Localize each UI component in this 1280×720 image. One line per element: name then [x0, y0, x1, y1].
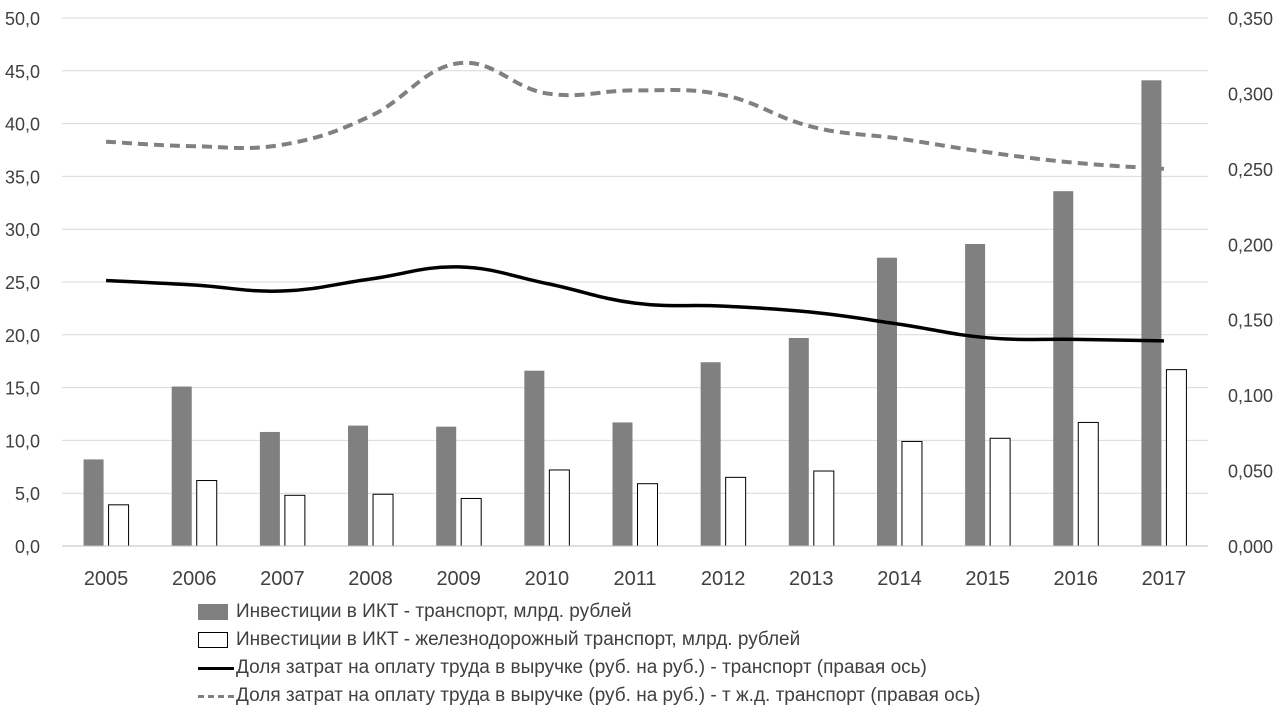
- y-left-tick-label: 20,0: [5, 326, 40, 346]
- y-left-tick-label: 30,0: [5, 220, 40, 240]
- legend-label: Инвестиции в ИКТ - транспорт, млрд. рубл…: [236, 601, 632, 622]
- y-left-tick-label: 15,0: [5, 379, 40, 399]
- line-labor-share-railway: [105, 60, 1165, 171]
- x-tick-label: 2005: [84, 568, 129, 590]
- bar-ict-transport: [1053, 191, 1074, 546]
- y-left-tick-label: 10,0: [5, 431, 40, 451]
- x-tick-label: 2007: [260, 568, 305, 590]
- bar-ict-transport: [171, 386, 192, 546]
- y-left-tick-label: 35,0: [5, 167, 40, 187]
- y-right-tick-label: 0,300: [1228, 84, 1273, 104]
- bar-ict-transport: [876, 257, 897, 546]
- bar-ict-railway: [813, 470, 835, 547]
- x-tick-label: 2015: [965, 568, 1010, 590]
- y-right-tick-label: 0,050: [1228, 462, 1273, 482]
- x-tick-label: 2008: [348, 568, 393, 590]
- x-tick-label: 2016: [1054, 568, 1099, 590]
- y-left-tick-label: 0,0: [15, 537, 40, 557]
- x-tick-label: 2014: [877, 568, 922, 590]
- bar-ict-transport: [612, 422, 633, 546]
- bar-ict-transport: [700, 362, 721, 546]
- bar-ict-transport: [436, 426, 457, 546]
- x-tick-label: 2006: [172, 568, 217, 590]
- y-left-tick-label: 40,0: [5, 115, 40, 135]
- bar-ict-railway: [989, 437, 1011, 547]
- y-left-tick-label: 25,0: [5, 273, 40, 293]
- chart-plot: 0,0 5,0 10,0 15,0 20,0 25,0 30,0 35,0 40,0 45,0 50…: [5, 9, 1273, 590]
- bar-ict-railway: [637, 483, 658, 547]
- bar-ict-railway: [284, 494, 306, 547]
- x-tick-label: 2010: [525, 568, 570, 590]
- x-tick-label: 2011: [613, 568, 656, 590]
- bar-ict-transport: [259, 431, 280, 546]
- bar-ict-transport: [83, 459, 104, 546]
- y-left-tick-label: 5,0: [15, 484, 40, 504]
- y-left-tick-label: 45,0: [5, 62, 40, 82]
- y-right-tick-label: 0,200: [1228, 235, 1273, 255]
- legend-label: Доля затрат на оплату труда в выручке (р…: [236, 685, 981, 706]
- bar-ict-railway: [108, 504, 130, 547]
- bar-ict-railway: [372, 493, 394, 547]
- bar-ict-railway: [725, 476, 747, 547]
- legend-swatch-solid-line: [198, 667, 234, 670]
- bar-ict-railway: [196, 480, 218, 547]
- x-tick-label: 2009: [436, 568, 481, 590]
- bar-ict-railway: [1165, 369, 1187, 547]
- bar-ict-railway: [460, 497, 482, 547]
- y-right-tick-label: 0,000: [1228, 537, 1273, 557]
- bar-ict-transport: [524, 370, 545, 546]
- bar-ict-railway: [548, 469, 570, 547]
- y-right-tick-label: 0,100: [1228, 386, 1273, 406]
- bar-ict-transport: [788, 337, 809, 546]
- x-tick-label: 2017: [1142, 568, 1187, 590]
- legend-swatch-white-bar: [198, 632, 228, 648]
- y-right-tick-label: 0,150: [1228, 311, 1273, 331]
- y-left-tick-label: 50,0: [5, 9, 40, 29]
- legend-swatch-dashed-line: [198, 695, 234, 698]
- legend-label: Инвестиции в ИКТ - железнодорожный транс…: [236, 629, 801, 650]
- line-labor-share-transport: [105, 265, 1164, 343]
- legend-swatch-gray-bar: [198, 604, 228, 620]
- bar-ict-transport: [965, 243, 986, 546]
- x-tick-label: 2012: [701, 568, 746, 590]
- y-right-tick-label: 0,350: [1228, 9, 1273, 29]
- bar-ict-transport: [1141, 80, 1162, 546]
- x-tick-label: 2013: [789, 568, 834, 590]
- y-right-tick-label: 0,250: [1228, 160, 1273, 180]
- bar-ict-transport: [348, 425, 369, 546]
- bar-ict-railway: [1077, 421, 1099, 547]
- legend-label: Доля затрат на оплату труда в выручке (р…: [236, 657, 927, 678]
- bar-ict-railway: [901, 440, 923, 547]
